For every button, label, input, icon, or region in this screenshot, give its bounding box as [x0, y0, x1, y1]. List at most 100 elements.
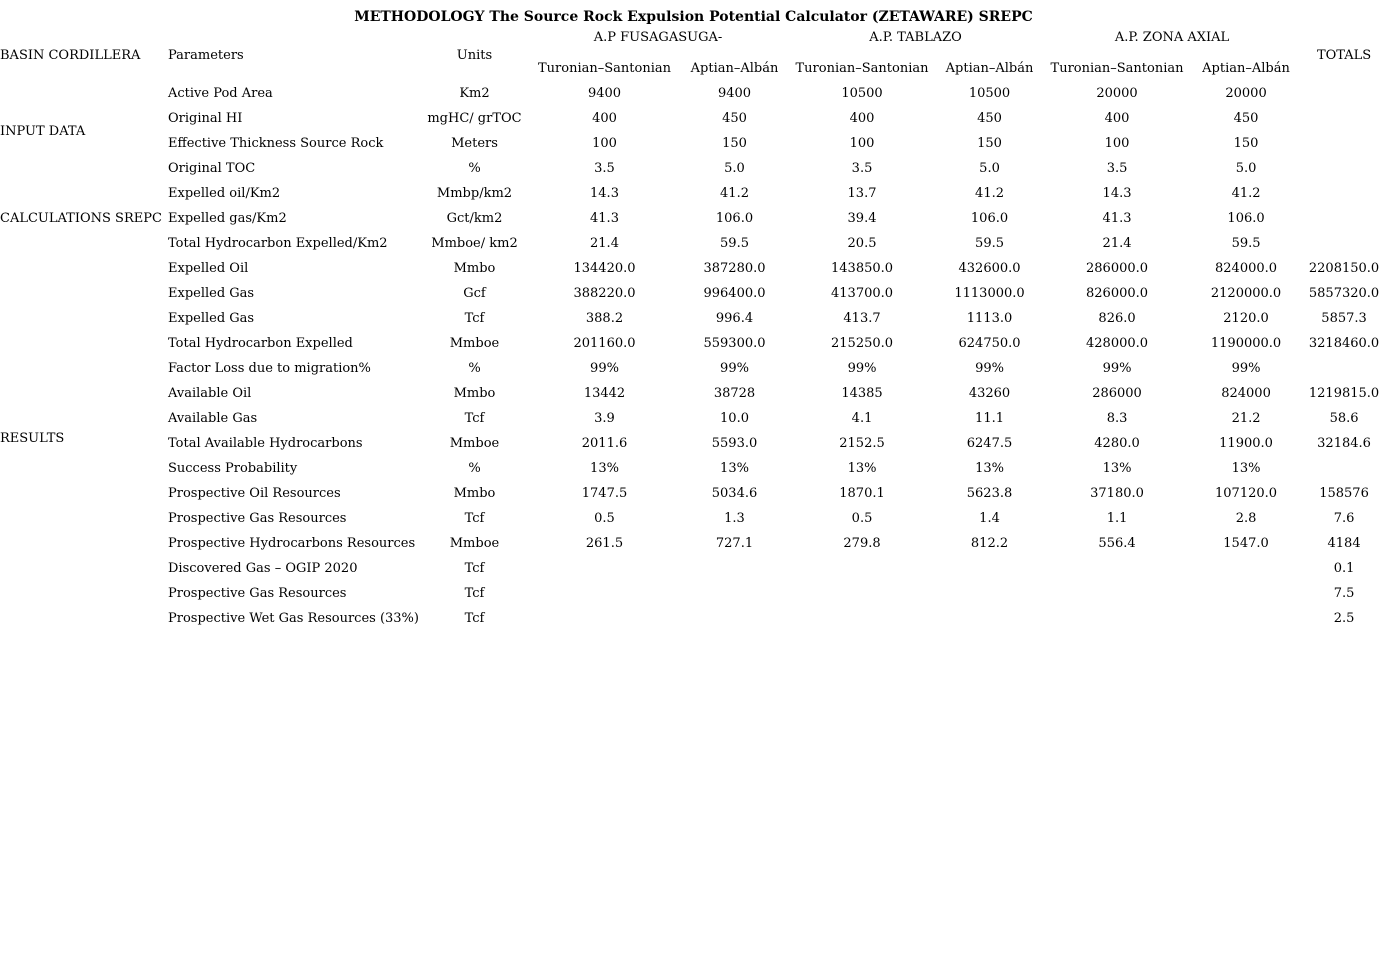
table-row: Available Oil Mmbo 13442 38728 14385 43260 286…: [0, 381, 1387, 406]
total-cell: [1301, 156, 1387, 181]
value-cell: 99%: [720, 361, 749, 376]
total-cell: 58.6: [1329, 411, 1359, 426]
table-row: Prospective Wet Gas Resources (33%) Tcf 2.…: [0, 606, 1387, 631]
value-cell: [936, 581, 1043, 606]
value-cell: [1043, 556, 1191, 581]
parameter-cell: Expelled gas/Km2: [168, 211, 287, 226]
parameter-cell: Available Gas: [168, 411, 258, 426]
value-cell: 13.7: [847, 186, 877, 201]
value-cell: 150: [722, 136, 747, 151]
parameter-cell: Expelled Gas: [168, 311, 255, 326]
value-cell: 10500: [841, 86, 883, 101]
value-cell: 0.5: [851, 511, 873, 526]
units-cell: Mmboe: [449, 436, 500, 451]
value-cell: 38728: [713, 386, 756, 401]
value-cell: 13%: [590, 461, 619, 476]
table-row: CALCULATIONS SREPC Expelled oil/Km2 Mmbp/k…: [0, 181, 1387, 226]
table-row: Available Gas Tcf 3.9 10.0 4.1 11.1 8.3 21.2 58.…: [0, 406, 1387, 431]
value-cell: 1870.1: [839, 486, 885, 501]
value-cell: 21.4: [590, 236, 619, 251]
value-cell: 279.8: [843, 536, 881, 551]
value-cell: 2.8: [1235, 511, 1257, 526]
subheader-row: Turonian–Santonian Aptian–Albán Turonian…: [0, 56, 1387, 81]
total-cell: [1301, 106, 1387, 131]
value-cell: 14.3: [590, 186, 619, 201]
value-cell: 387280.0: [703, 261, 766, 276]
value-cell: 106.0: [715, 211, 754, 226]
value-cell: [528, 606, 681, 631]
value-cell: 99%: [975, 361, 1004, 376]
value-cell: 413700.0: [831, 286, 894, 301]
value-cell: 11900.0: [1219, 436, 1273, 451]
value-cell: 10500: [968, 86, 1011, 101]
table-row: INPUT DATA Active Pod Area Km2 9400 9400 1050…: [0, 81, 1387, 139]
subheader-zona-axial-turonian-santonian: Turonian–Santonian: [1050, 61, 1184, 76]
value-cell: 143850.0: [831, 261, 894, 276]
total-cell: 5857.3: [1321, 311, 1367, 326]
value-cell: 14.3: [1102, 186, 1132, 201]
value-cell: 99%: [1231, 361, 1261, 376]
value-cell: 1.4: [979, 511, 1000, 526]
value-cell: 826.0: [1098, 311, 1136, 326]
table-row: Prospective Oil Resources Mmbo 1747.5 5034.…: [0, 481, 1387, 506]
value-cell: 43260: [968, 386, 1011, 401]
group-header-zona-axial: A.P. ZONA AXIAL: [1114, 30, 1230, 45]
units-cell: Tcf: [464, 511, 485, 526]
value-cell: 1747.5: [581, 486, 628, 501]
value-cell: 99%: [590, 361, 619, 376]
page-title: METHODOLOGY The Source Rock Expulsion Po…: [354, 9, 1033, 25]
subheader-tablazo-aptian-alban: Aptian–Albán: [945, 61, 1034, 76]
value-cell: 11.1: [975, 411, 1004, 426]
value-cell: 400: [592, 111, 617, 126]
value-cell: [528, 581, 681, 606]
units-cell: %: [468, 461, 481, 476]
value-cell: 5.0: [1235, 161, 1257, 176]
table-row: Prospective Gas Resources Tcf 0.5 1.3 0.5 1.4…: [0, 506, 1387, 531]
value-cell: [681, 556, 788, 581]
group-header-fusagasuga: A.P FUSAGASUGA-: [593, 30, 723, 45]
value-cell: 99%: [847, 361, 877, 376]
total-cell: 32184.6: [1317, 436, 1371, 451]
group-header-tablazo: A.P. TABLAZO: [869, 30, 962, 45]
units-cell: %: [468, 361, 481, 376]
parameter-cell: Expelled Oil: [168, 261, 249, 276]
value-cell: 556.4: [1098, 536, 1136, 551]
value-cell: [936, 606, 1043, 631]
value-cell: 100: [1104, 136, 1130, 151]
parameter-cell: Prospective Hydrocarbons Resources: [168, 536, 416, 551]
total-cell: 7.6: [1333, 511, 1355, 526]
parameter-cell: Prospective Oil Resources: [168, 486, 341, 501]
table-row: Original HI mgHC/ grTOC 400 450 400 450 400 450: [0, 106, 1387, 131]
total-cell: 2208150.0: [1308, 261, 1380, 276]
value-cell: 21.2: [1231, 411, 1261, 426]
column-header-basin: BASIN CORDILLERA: [0, 48, 141, 63]
value-cell: 37180.0: [1090, 486, 1144, 501]
units-cell: %: [468, 161, 481, 176]
value-cell: [1043, 581, 1191, 606]
value-cell: 413.7: [843, 311, 881, 326]
value-cell: 13%: [975, 461, 1004, 476]
table-header: BASIN CORDILLERA Parameters Units A.P FU…: [0, 30, 1387, 81]
total-cell: 5857320.0: [1308, 286, 1380, 301]
parameter-cell: Expelled Gas: [168, 286, 255, 301]
value-cell: 106.0: [970, 211, 1009, 226]
value-cell: 2011.6: [581, 436, 628, 451]
value-cell: 824000.0: [1215, 261, 1278, 276]
total-cell: 4184: [1327, 536, 1361, 551]
parameter-cell: Original HI: [168, 111, 243, 126]
value-cell: 100: [592, 136, 617, 151]
total-cell: [1301, 356, 1387, 381]
value-cell: [681, 581, 788, 606]
value-cell: 286000.0: [1086, 261, 1149, 276]
table-row: Success Probability% 13% 13% 13% 13% 13% 13%: [0, 456, 1387, 481]
total-cell: [1301, 81, 1387, 106]
total-cell: 1219815.0: [1308, 386, 1380, 401]
parameter-cell: Total Hydrocarbon Expelled/Km2: [168, 236, 388, 251]
total-cell: 3218460.0: [1308, 336, 1380, 351]
parameter-cell: Original TOC: [168, 161, 256, 176]
parameter-cell: Success Probability: [168, 461, 298, 476]
value-cell: 14385: [841, 386, 883, 401]
value-cell: 4.1: [851, 411, 873, 426]
table-row: Expelled Oil Mmbo 134420.0 387280.0 143850.0…: [0, 256, 1387, 281]
value-cell: 20.5: [847, 236, 877, 251]
